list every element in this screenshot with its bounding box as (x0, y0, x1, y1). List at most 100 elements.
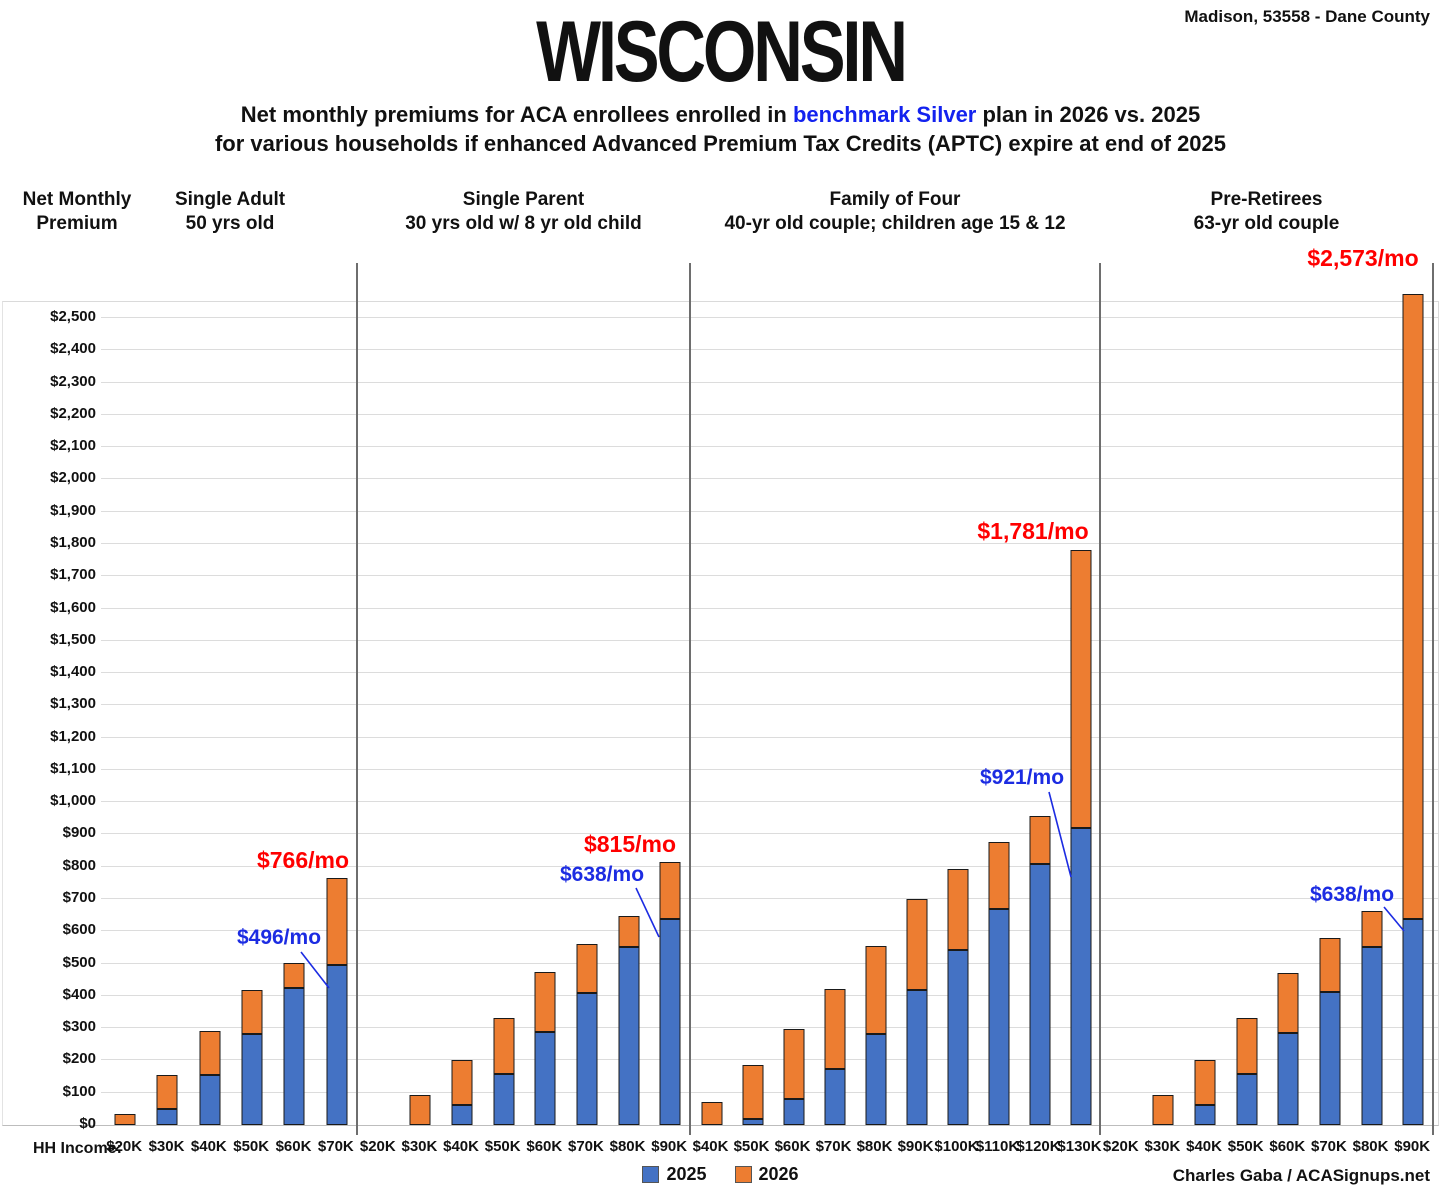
group-header: Family of Four 40-yr old couple; children… (724, 188, 1065, 236)
page-title: WISCONSIN (536, 4, 908, 100)
y-axis-tick: $1,500 (50, 630, 96, 648)
legend-label: 2026 (758, 1164, 799, 1184)
bar-segment-2025 (156, 1109, 178, 1125)
income-label: $20K (1102, 1138, 1139, 1155)
bar-segment-2026 (493, 1018, 515, 1074)
legend-swatch-2026 (734, 1166, 752, 1183)
bar-50k (732, 302, 773, 1125)
y-axis-tick: $200 (62, 1050, 96, 1068)
y-axis-tick: $2,200 (50, 404, 96, 422)
plot-area: $0 $100 $200 $300 $400 $500 $600 $700 $800 $900 $1… (2, 294, 1439, 1132)
bar-segment-2026 (576, 944, 598, 993)
group-title: Family of Four (829, 189, 961, 210)
annotation-2026-value: $815/mo (583, 831, 677, 857)
income-row: $20K $30K $40K $50K $60K $70K $80K $90K (1100, 1138, 1433, 1160)
group-subtitle: 30 yrs old w/ 8 yr old child (405, 213, 642, 234)
bar-90k (896, 302, 937, 1125)
y-axis-tick: $800 (62, 856, 96, 874)
bar-segment-2025 (824, 1069, 845, 1125)
y-axis-tick: $1,000 (50, 792, 96, 810)
group-separator-line (1099, 263, 1101, 1135)
y-axis-tick: $900 (62, 824, 96, 842)
y-axis-tick: $2,500 (50, 308, 96, 325)
y-axis-tick: $400 (62, 985, 96, 1003)
income-label: $50K (233, 1138, 270, 1155)
gridline (101, 962, 1438, 964)
bar-segment-2026 (156, 1075, 178, 1109)
y-axis-tick: $2,300 (50, 372, 96, 390)
bar-segment-2026 (1319, 938, 1341, 992)
annotation-2025-value: $921/mo (979, 766, 1065, 789)
bar-segment-2025 (1361, 947, 1383, 1125)
bar-segment-2025 (534, 1032, 556, 1125)
y-axis-tick: $1,900 (50, 501, 96, 519)
bar-segment-2026 (659, 862, 681, 919)
subtitle-line-1: Net monthly premiums for ACA enrollees e… (240, 102, 1201, 127)
bar-segment-2026 (1236, 1018, 1258, 1074)
gridline (101, 381, 1438, 383)
income-label: $40K (443, 1138, 479, 1155)
income-label: $40K (1186, 1138, 1222, 1155)
bar-segment-2026 (701, 1102, 722, 1125)
group-title: Single Parent (462, 189, 585, 210)
bar-segment-2026 (1402, 294, 1424, 919)
bar-segment-2025 (906, 990, 927, 1125)
income-row: $40K $50K $60K $70K $80K $90K $100K $110K $120K $… (690, 1138, 1102, 1160)
bar-110k (978, 302, 1019, 1125)
bar-60k (773, 302, 814, 1125)
y-axis-tick: $1,600 (50, 598, 96, 616)
bar-segment-2025 (988, 909, 1009, 1125)
gridline (101, 607, 1438, 609)
income-label: $50K (733, 1138, 770, 1155)
bar-80k (608, 302, 650, 1125)
y-axis-tick: $1,800 (50, 533, 96, 551)
bar-70k (1309, 302, 1351, 1125)
bar-group (691, 302, 1101, 1125)
y-axis-tick: $1,400 (50, 663, 96, 681)
income-row: $20K $30K $40K $50K $60K $70K $80K $90K (357, 1138, 690, 1160)
bar-segment-2025 (576, 993, 598, 1125)
bar-segment-2025 (618, 947, 640, 1125)
bar-90k (1392, 294, 1434, 1125)
bar-60k (1268, 302, 1310, 1125)
y-axis-tick: $1,200 (50, 727, 96, 745)
bar-segment-2025 (1402, 919, 1424, 1125)
income-label: $60K (774, 1138, 811, 1155)
bar-segment-2026 (824, 989, 845, 1069)
bar-90k (649, 302, 691, 1125)
bar-100k (937, 302, 978, 1125)
gridline (101, 994, 1438, 996)
bar-40k (1184, 302, 1226, 1125)
group-separator-line (689, 263, 691, 1135)
bar-segment-2025 (1070, 828, 1091, 1125)
group-subtitle: 40-yr old couple; children age 15 & 12 (724, 213, 1066, 234)
y-axis-title: Net Monthly Premium (22, 189, 132, 234)
bar-40k (691, 302, 732, 1125)
bar-segment-2025 (493, 1074, 515, 1125)
group-header: Pre-Retirees 63-yr old couple (1194, 188, 1340, 236)
gridline (101, 1027, 1438, 1029)
legend: 2025 2026 (0, 1164, 1441, 1185)
annotation-2026-value: $766/mo (256, 847, 350, 873)
gridline (101, 833, 1438, 835)
annotation-2025-value: $638/mo (559, 863, 645, 886)
bar-segment-2026 (865, 946, 886, 1034)
bar-50k (231, 302, 273, 1125)
income-label: $80K (856, 1138, 893, 1155)
bar-group (104, 302, 358, 1125)
income-label: $40K (692, 1138, 729, 1155)
bar-60k (273, 302, 315, 1125)
bar-segment-2026 (451, 1060, 473, 1105)
bar-70k (566, 302, 608, 1125)
gridline (101, 801, 1438, 803)
bar-segment-2026 (534, 972, 556, 1032)
y-axis-tick: $700 (62, 889, 96, 907)
location-label: Madison, 53558 - Dane County (1184, 7, 1430, 26)
bar-20k (104, 302, 146, 1125)
bar-segment-2025 (199, 1075, 221, 1125)
income-label: $90K (1394, 1138, 1431, 1155)
y-axis-tick: $1,700 (50, 566, 96, 584)
bar-segment-2025 (1029, 864, 1050, 1125)
bar-segment-2025 (865, 1034, 886, 1125)
chart-subtitle: Net monthly premiums for ACA enrollees e… (0, 100, 1441, 158)
